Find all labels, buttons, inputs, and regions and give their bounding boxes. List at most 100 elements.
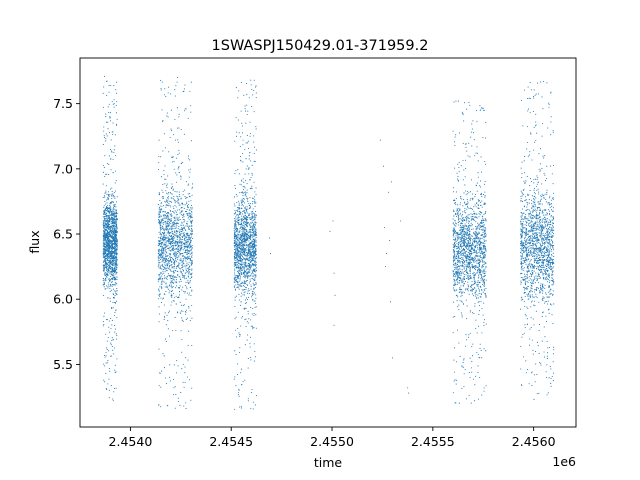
data-point (479, 258, 481, 260)
data-point (188, 258, 190, 260)
data-point (181, 267, 183, 269)
data-point (110, 270, 112, 273)
data-point (452, 222, 454, 224)
data-point (248, 97, 250, 99)
data-point (158, 194, 160, 196)
data-point (105, 173, 107, 176)
data-point (239, 258, 241, 260)
data-point (188, 267, 190, 269)
data-point (112, 215, 114, 217)
data-point (158, 267, 160, 269)
data-point (163, 355, 165, 357)
data-point (112, 220, 114, 222)
data-point (161, 225, 163, 227)
data-point (105, 251, 107, 254)
data-point (251, 260, 253, 262)
data-point (188, 247, 190, 249)
data-point (237, 231, 239, 233)
data-point (182, 243, 184, 245)
data-point (171, 228, 173, 230)
data-point (182, 310, 184, 312)
data-point (110, 278, 112, 280)
data-point (116, 196, 118, 198)
data-point (169, 276, 171, 278)
data-point (478, 227, 480, 230)
data-point (250, 242, 253, 244)
data-point (253, 196, 255, 198)
data-point (160, 88, 162, 90)
data-point (255, 187, 257, 189)
data-point (240, 215, 243, 217)
data-point (254, 269, 256, 271)
data-point (161, 81, 163, 83)
data-point (180, 162, 182, 165)
data-point (234, 244, 236, 246)
data-point (163, 367, 166, 369)
data-point (109, 264, 111, 266)
data-point (236, 238, 238, 240)
data-point (165, 234, 167, 236)
data-point (108, 197, 110, 199)
data-point (174, 139, 176, 141)
data-point (189, 379, 191, 381)
data-point (239, 192, 241, 194)
data-point (251, 246, 253, 248)
data-point (111, 187, 113, 189)
data-point (171, 186, 173, 188)
data-point (480, 277, 482, 279)
data-point (190, 273, 192, 276)
data-point (248, 290, 250, 292)
data-point (252, 272, 254, 275)
data-point (173, 160, 175, 162)
data-point (167, 240, 169, 242)
data-point (108, 195, 110, 197)
data-point (168, 261, 170, 263)
data-point (249, 135, 251, 137)
data-point (161, 256, 163, 258)
data-point (113, 215, 115, 217)
data-point (116, 251, 118, 253)
data-point (173, 222, 175, 224)
data-point (110, 232, 112, 234)
data-point (165, 340, 167, 343)
data-point (246, 247, 248, 249)
data-point (471, 281, 473, 283)
data-point (250, 284, 252, 286)
data-point (104, 239, 106, 241)
data-point (236, 201, 238, 204)
data-point (107, 258, 109, 260)
data-point (165, 324, 167, 326)
data-point (171, 249, 173, 251)
data-point (191, 251, 193, 253)
data-point (236, 264, 238, 266)
data-point (240, 81, 243, 83)
data-point (255, 210, 257, 213)
data-point (252, 308, 254, 310)
data-point (166, 222, 168, 224)
data-point (249, 205, 251, 207)
data-point (106, 212, 108, 214)
data-point (107, 262, 109, 264)
data-point (160, 228, 162, 230)
data-point (105, 388, 107, 390)
data-point (187, 203, 189, 206)
data-point (113, 252, 115, 254)
data-point (158, 240, 160, 242)
data-point (158, 321, 160, 323)
data-point (107, 233, 110, 236)
data-point (253, 314, 255, 316)
data-point (107, 271, 109, 273)
data-point (168, 266, 170, 268)
data-point (158, 211, 160, 213)
data-point (106, 268, 108, 270)
data-point (176, 252, 178, 254)
data-point (111, 340, 113, 342)
data-point (173, 266, 176, 268)
data-point (177, 397, 179, 399)
data-point (240, 211, 242, 213)
data-point (250, 245, 252, 247)
data-point (459, 239, 461, 241)
data-point (158, 250, 160, 252)
data-point (174, 219, 176, 221)
data-point (160, 301, 163, 304)
